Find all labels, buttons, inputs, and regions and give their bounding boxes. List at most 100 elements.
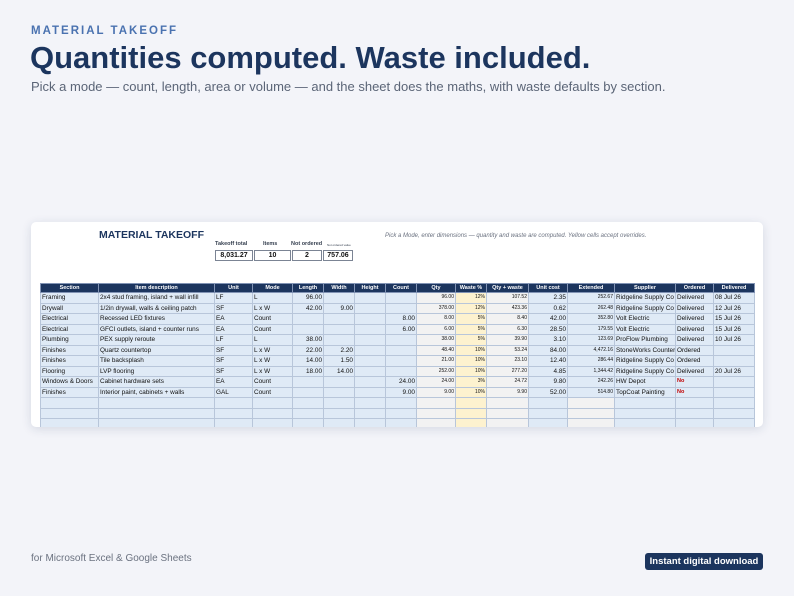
table-cell[interactable] [416, 397, 456, 409]
table-cell[interactable] [528, 418, 568, 427]
table-cell[interactable] [354, 376, 386, 388]
table-cell[interactable]: 107.52 [486, 292, 529, 304]
table-cell[interactable] [354, 397, 386, 409]
table-cell[interactable] [323, 313, 355, 325]
table-cell[interactable] [567, 397, 615, 409]
table-cell[interactable] [354, 365, 386, 377]
column-header[interactable]: Extended [567, 283, 615, 293]
table-cell[interactable]: SF [214, 355, 253, 367]
table-cell[interactable]: 4.85 [528, 365, 568, 377]
table-cell[interactable] [354, 292, 386, 304]
table-cell[interactable]: 10 Jul 26 [713, 334, 755, 346]
table-cell[interactable] [614, 407, 676, 419]
table-cell[interactable] [675, 418, 714, 427]
table-cell[interactable]: 42.00 [528, 313, 568, 325]
table-cell[interactable] [385, 355, 417, 367]
table-cell[interactable]: LF [214, 334, 253, 346]
table-cell[interactable] [713, 355, 755, 367]
table-cell[interactable]: Ridgeline Supply Co [614, 365, 676, 377]
table-cell[interactable]: Framing [40, 292, 99, 304]
table-cell[interactable]: 9.80 [528, 376, 568, 388]
table-cell[interactable] [292, 397, 324, 409]
table-cell[interactable]: SF [214, 365, 253, 377]
table-cell[interactable]: Delivered [675, 292, 714, 304]
table-cell[interactable] [354, 344, 386, 356]
table-cell[interactable] [354, 313, 386, 325]
table-cell[interactable] [528, 397, 568, 409]
table-cell[interactable] [713, 407, 755, 419]
table-cell[interactable]: 28.50 [528, 323, 568, 335]
table-cell[interactable]: 2x4 stud framing, island + wall infill [98, 292, 215, 304]
table-cell[interactable]: Quartz countertop [98, 344, 215, 356]
table-cell[interactable]: 2.35 [528, 292, 568, 304]
table-cell[interactable]: Finishes [40, 344, 99, 356]
table-cell[interactable]: PEX supply reroute [98, 334, 215, 346]
table-cell[interactable] [323, 407, 355, 419]
table-cell[interactable]: 1.50 [323, 355, 355, 367]
table-cell[interactable] [567, 407, 615, 419]
table-cell[interactable]: 10% [455, 355, 487, 367]
column-header[interactable]: Ordered [675, 283, 714, 293]
table-cell[interactable]: 84.00 [528, 344, 568, 356]
table-cell[interactable]: 6.00 [416, 323, 456, 335]
table-cell[interactable]: EA [214, 313, 253, 325]
table-cell[interactable]: 8.00 [385, 313, 417, 325]
table-cell[interactable]: Interior paint, cabinets + walls [98, 386, 215, 398]
table-cell[interactable]: Drywall [40, 302, 99, 314]
table-cell[interactable]: 514.80 [567, 386, 615, 398]
table-cell[interactable]: 12% [455, 302, 487, 314]
table-cell[interactable] [323, 418, 355, 427]
table-cell[interactable]: 1/2in drywall, walls & ceiling patch [98, 302, 215, 314]
table-cell[interactable] [614, 397, 676, 409]
table-cell[interactable] [385, 334, 417, 346]
table-cell[interactable]: Delivered [675, 365, 714, 377]
table-cell[interactable] [354, 323, 386, 335]
table-cell[interactable]: Delivered [675, 334, 714, 346]
table-cell[interactable]: No [675, 386, 714, 398]
table-cell[interactable]: 15 Jul 26 [713, 323, 755, 335]
table-cell[interactable]: 3% [455, 376, 487, 388]
table-cell[interactable] [455, 397, 487, 409]
table-cell[interactable] [214, 407, 253, 419]
table-cell[interactable]: Count [252, 376, 293, 388]
table-cell[interactable] [486, 407, 529, 419]
table-cell[interactable] [455, 407, 487, 419]
table-cell[interactable]: 10% [455, 344, 487, 356]
table-cell[interactable]: SF [214, 302, 253, 314]
table-cell[interactable]: 12.40 [528, 355, 568, 367]
column-header[interactable]: Item description [98, 283, 215, 293]
table-cell[interactable] [675, 397, 714, 409]
table-cell[interactable] [614, 418, 676, 427]
table-cell[interactable] [416, 407, 456, 419]
table-cell[interactable] [252, 418, 293, 427]
table-cell[interactable]: 0.62 [528, 302, 568, 314]
table-cell[interactable]: 9.00 [385, 386, 417, 398]
column-header[interactable]: Height [354, 283, 386, 293]
table-cell[interactable]: L x W [252, 355, 293, 367]
table-cell[interactable] [385, 344, 417, 356]
table-cell[interactable]: 9.00 [416, 386, 456, 398]
table-cell[interactable]: L x W [252, 302, 293, 314]
table-cell[interactable] [252, 407, 293, 419]
table-cell[interactable]: 8.00 [416, 313, 456, 325]
table-cell[interactable]: 262.48 [567, 302, 615, 314]
table-cell[interactable] [214, 418, 253, 427]
table-cell[interactable] [385, 418, 417, 427]
table-cell[interactable] [323, 397, 355, 409]
column-header[interactable]: Supplier [614, 283, 676, 293]
table-cell[interactable]: 15 Jul 26 [713, 313, 755, 325]
table-cell[interactable] [323, 323, 355, 335]
table-cell[interactable]: ProFlow Plumbing [614, 334, 676, 346]
table-cell[interactable] [354, 418, 386, 427]
table-cell[interactable]: Finishes [40, 355, 99, 367]
table-cell[interactable]: 22.00 [292, 344, 324, 356]
table-cell[interactable]: 3.10 [528, 334, 568, 346]
table-cell[interactable] [323, 386, 355, 398]
table-cell[interactable] [385, 302, 417, 314]
table-cell[interactable]: 24.72 [486, 376, 529, 388]
table-cell[interactable]: 39.90 [486, 334, 529, 346]
table-cell[interactable]: 42.00 [292, 302, 324, 314]
table-cell[interactable]: L x W [252, 365, 293, 377]
table-cell[interactable]: 12% [455, 292, 487, 304]
table-cell[interactable] [486, 418, 529, 427]
